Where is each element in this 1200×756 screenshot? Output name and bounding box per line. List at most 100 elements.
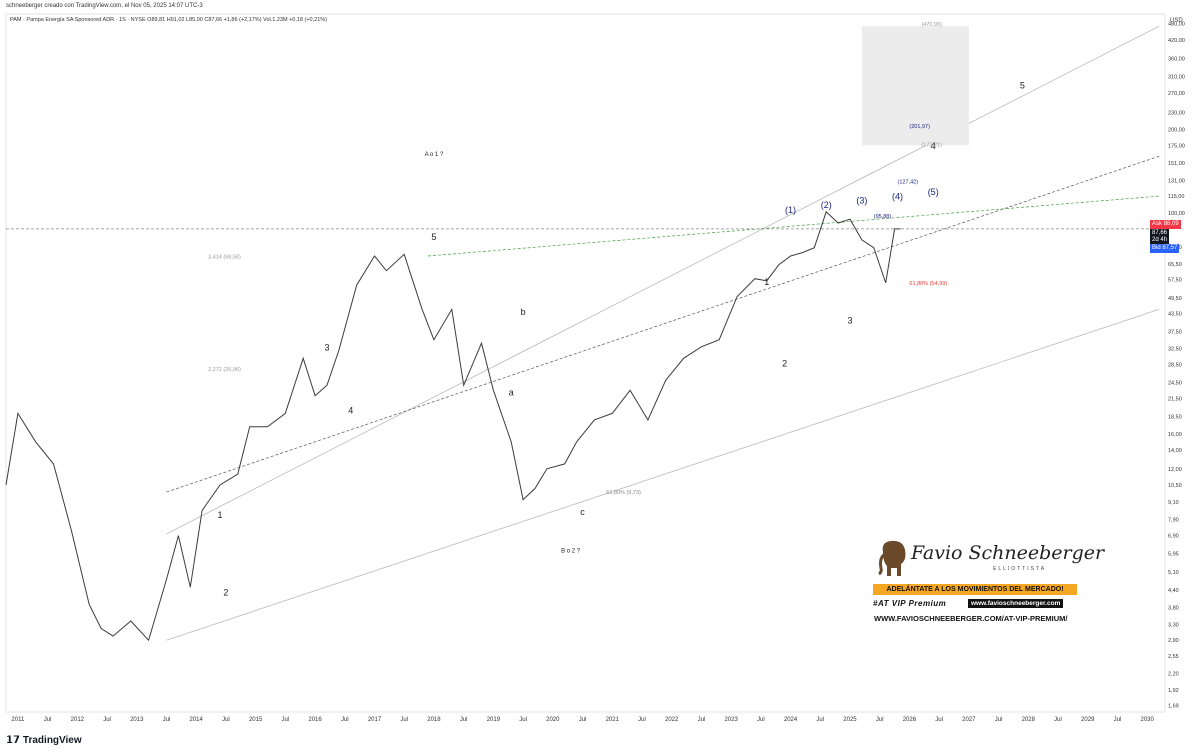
currency-label: USD bbox=[1170, 18, 1183, 24]
wave-label: 2 bbox=[223, 588, 228, 598]
time-tick-label: Jul bbox=[222, 717, 230, 723]
plot-border bbox=[5, 13, 1166, 713]
time-tick-label: Jul bbox=[163, 717, 171, 723]
fib-label: 61,80% (9,73) bbox=[606, 490, 641, 496]
wave-label: 2 bbox=[782, 359, 787, 369]
time-tick-label: 2016 bbox=[308, 717, 322, 723]
price-tick-label: 175,00 bbox=[1168, 143, 1185, 149]
time-tick-label: 2011 bbox=[11, 717, 25, 723]
price-tick-label: 7,90 bbox=[1168, 517, 1179, 523]
time-tick-label: 2017 bbox=[368, 717, 382, 723]
price-tick-label: 2,55 bbox=[1168, 654, 1179, 660]
time-tick-label: Jul bbox=[282, 717, 290, 723]
time-tick-label: Jul bbox=[519, 717, 527, 723]
fib-label: (127,42) bbox=[898, 180, 919, 186]
tradingview-brand: TradingView bbox=[22, 735, 82, 746]
price-tick-label: 9,10 bbox=[1168, 500, 1179, 506]
price-tick-label: 151,00 bbox=[1168, 161, 1185, 167]
time-tick-label: Jul bbox=[876, 717, 884, 723]
wave-label: 1 bbox=[764, 277, 769, 287]
fib-label: 2,272 (26,96) bbox=[208, 367, 241, 373]
price-tick-label: 200,00 bbox=[1168, 127, 1185, 133]
price-tick-label: 100,00 bbox=[1168, 211, 1185, 217]
time-tick-label: 2030 bbox=[1140, 717, 1154, 723]
chart-frame bbox=[5, 13, 1166, 713]
mid-trend-line bbox=[166, 155, 1160, 493]
time-tick-label: 2014 bbox=[190, 717, 204, 723]
fib-label: 3,414 (68,58) bbox=[208, 254, 241, 260]
vip-label: #AT VIP Premium bbox=[873, 599, 947, 608]
price-tick-label: 360,00 bbox=[1168, 56, 1185, 62]
symbol-name: PAM · Pampa Energía SA Sponsored ADR · 1… bbox=[10, 17, 146, 23]
ohlc-values: O89,81 H91,02 L85,00 C87,66 +1,86 (+2,17… bbox=[147, 17, 262, 23]
ask-tag: Ask 88,09 bbox=[1150, 220, 1181, 229]
time-tick-label: Jul bbox=[698, 717, 706, 723]
price-tick-label: 3,80 bbox=[1168, 606, 1179, 612]
wave-label: (2) bbox=[821, 200, 832, 210]
time-tick-label: 2020 bbox=[546, 717, 560, 723]
price-tick-label: 12,00 bbox=[1168, 467, 1182, 473]
site-link[interactable]: www.favioschneeberger.com bbox=[968, 599, 1064, 608]
time-axis: 2011 Jul 2012 Jul 2013 Jul 2014 Jul 2015 Jul 2016 J… bbox=[11, 717, 1154, 723]
wave-label: 3 bbox=[324, 342, 329, 352]
wave-label: 4 bbox=[931, 141, 936, 151]
price-tick-label: 115,00 bbox=[1168, 194, 1184, 200]
author-badge: Favio Schneeberger ELLIOTTISTA ADELÁNTAT… bbox=[873, 536, 1104, 630]
wave-label: 3 bbox=[847, 316, 852, 326]
time-tick-label: Jul bbox=[103, 717, 111, 723]
price-tick-label: 270,00 bbox=[1168, 91, 1185, 97]
price-tick-label: 43,50 bbox=[1168, 311, 1182, 317]
price-tick-label: 37,50 bbox=[1168, 329, 1182, 335]
time-tick-label: Jul bbox=[816, 717, 824, 723]
fib-trend-line bbox=[427, 195, 1160, 257]
time-tick-label: 2015 bbox=[249, 717, 263, 723]
fib-label: (470,99) bbox=[921, 22, 942, 28]
wave-label: B o 2 ? bbox=[561, 548, 581, 554]
price-tick-label: 16,00 bbox=[1168, 432, 1182, 438]
time-tick-label: Jul bbox=[757, 717, 765, 723]
price-tick-label: 5,10 bbox=[1168, 570, 1179, 576]
time-tick-label: Jul bbox=[1114, 717, 1122, 723]
price-tick-label: 230,00 bbox=[1168, 110, 1185, 116]
author-name: Favio Schneeberger bbox=[911, 542, 1105, 564]
time-tick-label: Jul bbox=[341, 717, 349, 723]
time-tick-label: Jul bbox=[400, 717, 408, 723]
price-tick-label: 310,00 bbox=[1168, 74, 1185, 80]
volume-value: Vol.1,23M +0,18 (+0,21%) bbox=[263, 17, 327, 23]
time-tick-label: Jul bbox=[460, 717, 468, 723]
time-tick-label: Jul bbox=[935, 717, 943, 723]
time-tick-label: 2027 bbox=[962, 717, 976, 723]
time-tick-label: Jul bbox=[995, 717, 1003, 723]
wave-label: 5 bbox=[431, 232, 436, 242]
wave-label: A o 1 ? bbox=[425, 152, 444, 158]
promo-banner: ADELÁNTATE A LOS MOVIMIENTOS DEL MERCADO… bbox=[873, 584, 1077, 595]
lower-channel-line bbox=[166, 308, 1160, 641]
time-tick-label: 2021 bbox=[606, 717, 620, 723]
time-tick-label: 2023 bbox=[724, 717, 738, 723]
upper-channel-line bbox=[166, 25, 1160, 535]
time-tick-label: 2024 bbox=[784, 717, 798, 723]
trend-channels bbox=[6, 25, 1160, 641]
elephant-logo-icon bbox=[878, 540, 906, 576]
price-tick-label: 1,69 bbox=[1168, 703, 1179, 709]
wave-label: c bbox=[580, 507, 585, 517]
wave-label: 5 bbox=[1020, 81, 1025, 91]
price-tick-label: 24,50 bbox=[1168, 381, 1182, 387]
tradingview-logo-icon: 𝟭𝟳 bbox=[6, 735, 20, 746]
price-tick-label: 21,50 bbox=[1168, 396, 1182, 402]
wave-label: a bbox=[509, 388, 514, 398]
fib-label: (95,88) bbox=[874, 214, 892, 220]
time-tick-label: 2029 bbox=[1081, 717, 1095, 723]
symbol-legend[interactable]: PAM · Pampa Energía SA Sponsored ADR · 1… bbox=[10, 17, 327, 23]
price-tick-label: 57,50 bbox=[1168, 278, 1182, 284]
price-tick-label: 420,00 bbox=[1168, 38, 1185, 44]
price-series-line bbox=[5, 210, 901, 642]
fib-label: 61,80% (54,99) bbox=[909, 281, 947, 287]
premium-url[interactable]: WWW.FAVIOSCHNEEBERGER.COM/AT-VIP-PREMIUM… bbox=[874, 614, 1068, 623]
time-tick-label: 2012 bbox=[71, 717, 85, 723]
time-tick-label: 2028 bbox=[1022, 717, 1036, 723]
price-tick-label: 131,00 bbox=[1168, 178, 1185, 184]
tradingview-footer[interactable]: 𝟭𝟳 TradingView bbox=[6, 735, 82, 746]
